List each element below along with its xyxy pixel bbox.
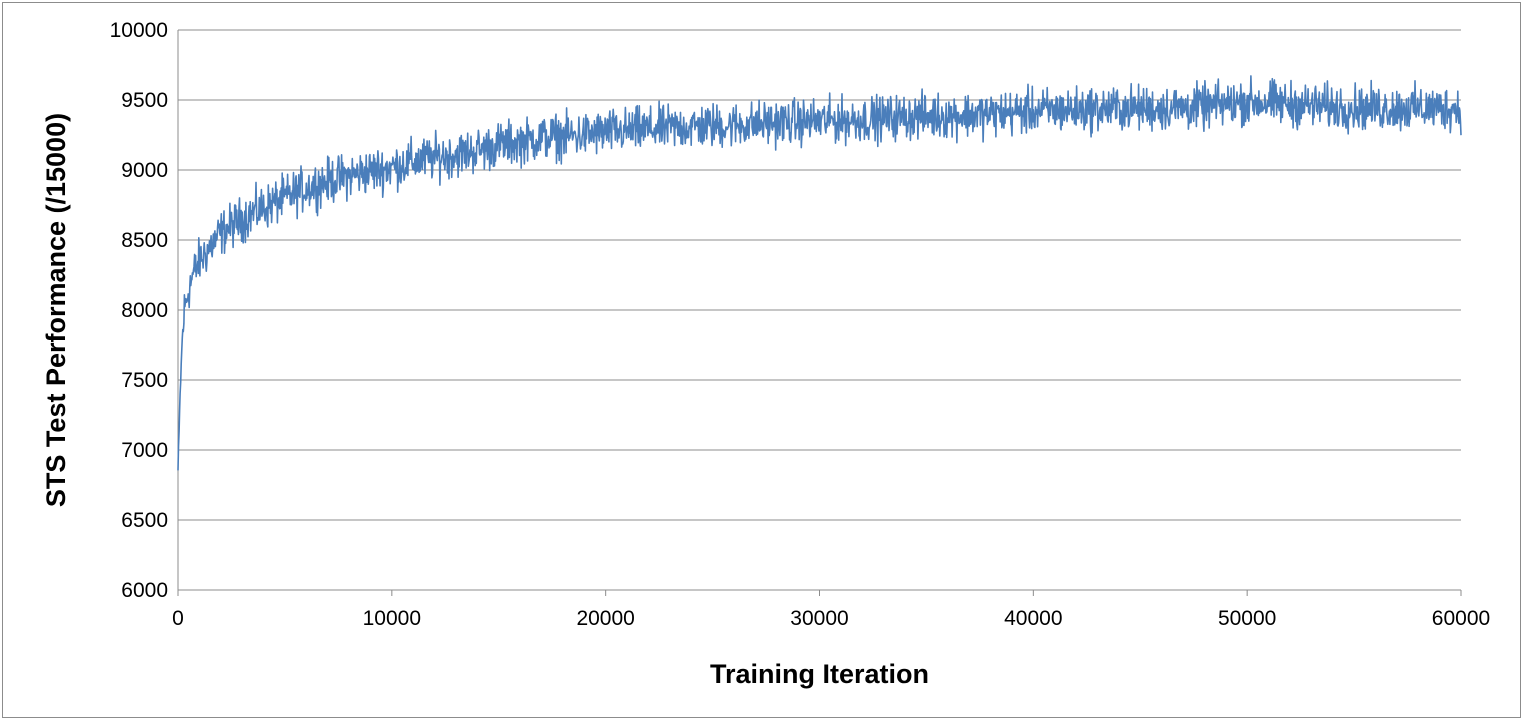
y-tick-label: 9500 <box>121 89 168 112</box>
x-tick-label: 60000 <box>1432 607 1490 630</box>
x-tick-label: 20000 <box>576 607 634 630</box>
line-chart: 6000 6500 7000 7500 8000 8500 9000 9500 10000 0 1… <box>41 19 1490 689</box>
x-axis-title: Training Iteration <box>710 659 929 689</box>
x-tick-label: 10000 <box>363 607 421 630</box>
y-tick-label: 8000 <box>121 299 168 322</box>
x-tick-label: 50000 <box>1218 607 1276 630</box>
y-tick-label: 10000 <box>110 19 168 42</box>
y-tick-label: 6000 <box>121 579 168 602</box>
x-axis-tick-labels: 0 10000 20000 30000 40000 50000 60000 <box>172 607 1490 630</box>
x-tick-label: 30000 <box>790 607 848 630</box>
y-tick-label: 6500 <box>121 509 168 532</box>
series-line <box>177 75 1462 471</box>
y-tick-label: 7000 <box>121 439 168 462</box>
y-tick-label: 9000 <box>121 159 168 182</box>
y-axis-title: STS Test Performance (/15000) <box>41 113 71 507</box>
y-tick-label: 8500 <box>121 229 168 252</box>
x-axis-tick-marks <box>177 590 1462 596</box>
y-axis-tick-labels: 6000 6500 7000 7500 8000 8500 9000 9500 10000 <box>110 19 168 602</box>
x-tick-label: 0 <box>172 607 184 630</box>
y-tick-label: 7500 <box>121 369 168 392</box>
gridlines <box>178 29 1461 521</box>
x-tick-label: 40000 <box>1004 607 1062 630</box>
